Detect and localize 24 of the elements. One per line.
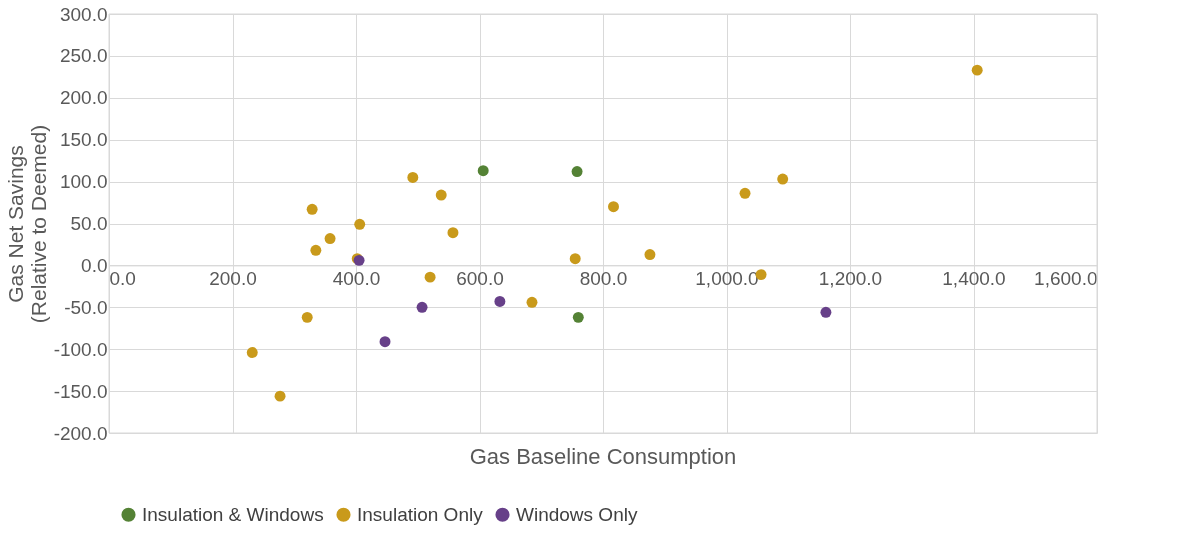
legend-label: Insulation Only xyxy=(357,503,484,525)
legend-label: Windows Only xyxy=(516,503,638,525)
legend-label: Insulation & Windows xyxy=(142,503,324,525)
x-tick-label: 1,200.0 xyxy=(818,267,883,289)
y-tick-label: 100.0 xyxy=(59,171,108,193)
y-tick-label: 150.0 xyxy=(59,129,108,151)
y-tick-label: 200.0 xyxy=(59,87,108,109)
y-tick-label: 300.0 xyxy=(59,3,108,25)
x-tick-label: 600.0 xyxy=(456,267,504,289)
y-tick-label: -150.0 xyxy=(53,380,108,402)
y-tick-label: -100.0 xyxy=(53,338,108,360)
x-tick-label: 1,400.0 xyxy=(942,267,1006,289)
x-tick-label: 0.0 xyxy=(109,267,136,289)
x-tick-label: 200.0 xyxy=(209,267,257,289)
x-tick-label: 1,000.0 xyxy=(695,267,759,289)
y-tick-label: 50.0 xyxy=(70,213,108,234)
y-tick-label: 250.0 xyxy=(59,45,108,67)
x-tick-label: 800.0 xyxy=(579,267,628,289)
x-axis-title: Gas Baseline Consumption xyxy=(469,444,737,469)
y-tick-label: -50.0 xyxy=(64,296,108,318)
x-tick-label: 400.0 xyxy=(332,267,381,289)
x-tick-label: 1,600.0 xyxy=(1034,267,1098,289)
y-tick-label: -200.0 xyxy=(53,422,108,444)
y-axis-title: Gas Net Savings (Relative to Deemed) xyxy=(3,124,50,324)
